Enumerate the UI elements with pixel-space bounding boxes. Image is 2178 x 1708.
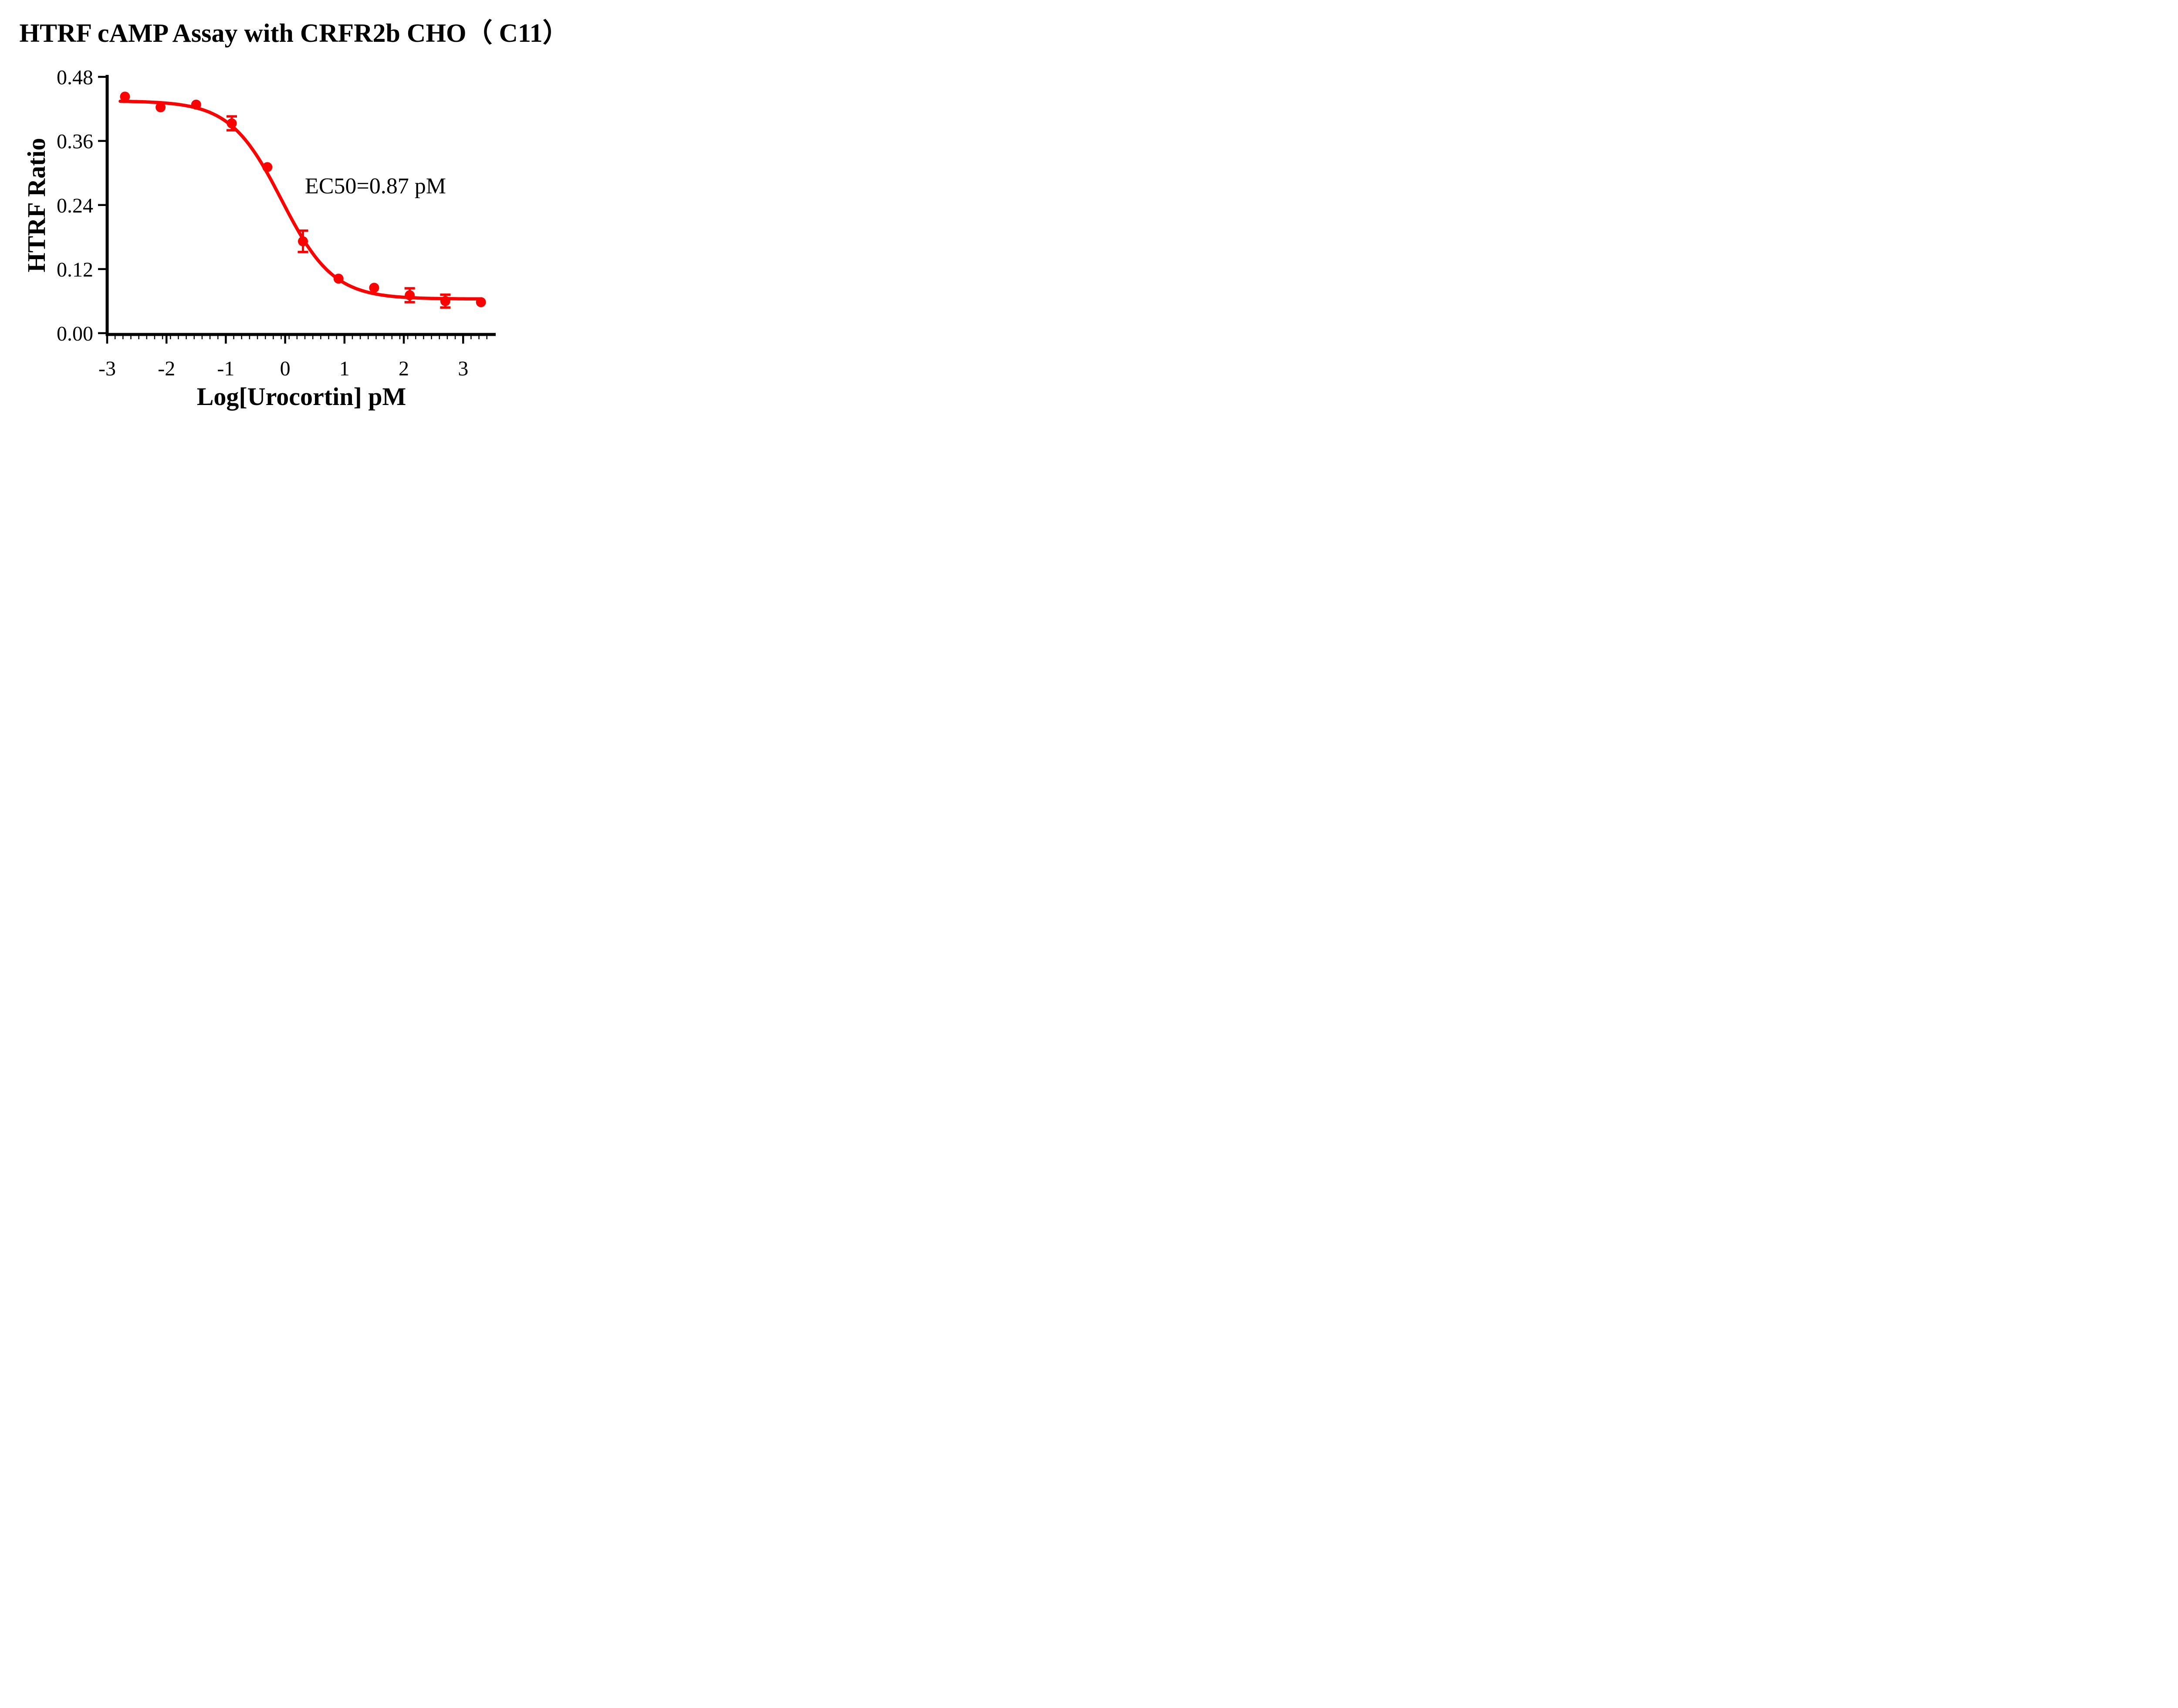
data-point [369, 283, 379, 293]
y-axis-tick-label: 0.12 [57, 258, 93, 281]
data-point [156, 102, 166, 112]
data-point [298, 236, 308, 246]
x-axis-tick-label: -3 [98, 357, 116, 380]
ec50-annotation: EC50=0.87 pM [305, 174, 446, 199]
x-axis-tick-label: 3 [458, 357, 468, 380]
data-series [118, 91, 486, 309]
data-point [191, 99, 201, 110]
data-point [227, 118, 237, 128]
x-axis-tick-label: -2 [158, 357, 175, 380]
dose-response-chart: HTRF cAMP Assay with CRFR2b CHO（ C11） HT… [19, 18, 568, 411]
data-point [262, 162, 273, 172]
x-axis-tick-label: 0 [280, 357, 291, 380]
data-point [120, 91, 130, 102]
x-axis-tick-label: -1 [217, 357, 234, 380]
data-point [333, 273, 344, 284]
y-axis-title: HTRF Ratio [22, 138, 51, 273]
y-axis-tick-label: 0.24 [57, 194, 93, 217]
x-axis-tick-label: 1 [339, 357, 350, 380]
data-point [440, 296, 450, 306]
chart-title: HTRF cAMP Assay with CRFR2b CHO（ C11） [19, 18, 568, 47]
y-axis-tick-label: 0.00 [57, 322, 93, 345]
x-axis-title: Log[Urocortin] pM [197, 382, 406, 411]
x-axis-tick-label: 2 [399, 357, 409, 380]
dose-response-figure: HTRF cAMP Assay with CRFR2b CHO（ C11） HT… [0, 0, 583, 427]
axes: 0.00 0.12 0.24 0.36 0.48 -3 -2 -1 0 1 2 3 [57, 66, 496, 380]
data-point [405, 290, 415, 300]
y-axis-tick-label: 0.36 [57, 130, 93, 153]
data-point [476, 297, 486, 307]
y-axis-tick-label: 0.48 [57, 66, 93, 89]
fit-curve [118, 99, 484, 301]
